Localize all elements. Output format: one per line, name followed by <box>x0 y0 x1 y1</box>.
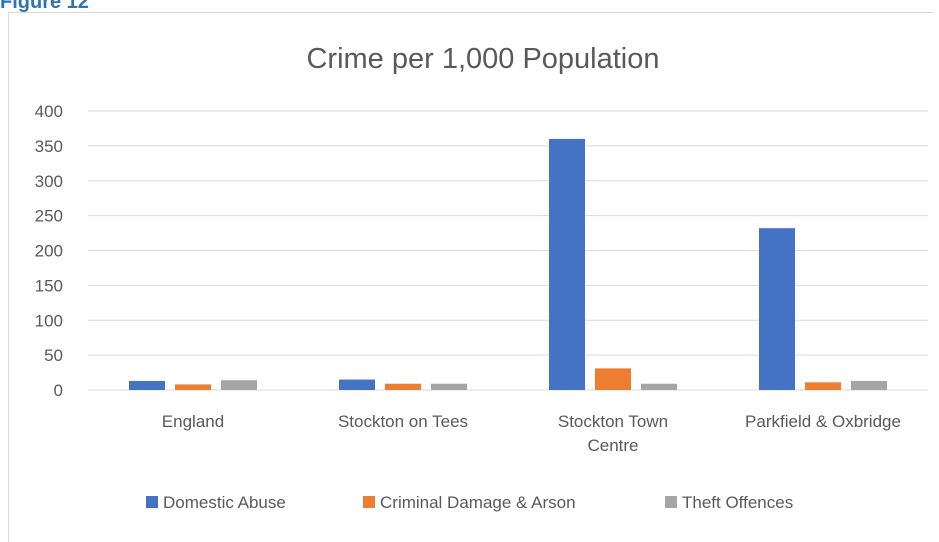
bar <box>385 383 421 390</box>
bar <box>641 383 677 390</box>
bar <box>851 380 887 390</box>
x-tick-label-line: England <box>162 412 224 431</box>
bar <box>431 383 467 390</box>
y-tick-label: 400 <box>35 102 63 121</box>
x-tick-label: England <box>162 412 224 431</box>
y-tick-label: 300 <box>35 172 63 191</box>
y-tick-label: 50 <box>44 346 63 365</box>
legend-swatch <box>665 496 677 508</box>
legend-swatch <box>146 496 158 508</box>
bar <box>129 380 165 390</box>
legend: Domestic Abuse Criminal Damage & Arson The… <box>146 493 793 512</box>
x-axis: England Stockton on Tees Stockton Town Cent… <box>162 412 901 455</box>
x-tick-label-line: Centre <box>587 436 638 455</box>
y-tick-label: 150 <box>35 276 63 295</box>
gridlines <box>88 110 928 391</box>
chart-title: Crime per 1,000 Population <box>306 43 659 75</box>
bar <box>595 368 631 390</box>
x-tick-label: Stockton on Tees <box>338 412 468 431</box>
x-tick-label-line: Stockton Town <box>558 412 668 431</box>
x-tick-label-line: Parkfield & Oxbridge <box>745 412 901 431</box>
chart-frame <box>8 12 933 542</box>
x-tick-label: Parkfield & Oxbridge <box>745 412 901 431</box>
bar <box>175 384 211 390</box>
bar <box>805 382 841 390</box>
bar <box>221 380 257 390</box>
legend-label: Criminal Damage & Arson <box>380 493 576 512</box>
bars <box>129 138 887 390</box>
x-tick-label-line: Stockton on Tees <box>338 412 468 431</box>
y-axis: 0 50 100 150 200 250 300 350 400 <box>35 102 63 400</box>
x-tick-label: Stockton Town Centre <box>558 412 668 455</box>
bar <box>339 379 375 390</box>
bar <box>549 138 585 390</box>
legend-label: Theft Offences <box>682 493 793 512</box>
legend-label: Domestic Abuse <box>163 493 286 512</box>
bar <box>759 228 795 390</box>
y-tick-label: 100 <box>35 311 63 330</box>
y-tick-label: 0 <box>54 381 63 400</box>
y-tick-label: 200 <box>35 242 63 261</box>
y-tick-label: 250 <box>35 207 63 226</box>
figure-label: Figure 12 <box>0 0 89 13</box>
legend-swatch <box>363 496 375 508</box>
y-tick-label: 350 <box>35 137 63 156</box>
